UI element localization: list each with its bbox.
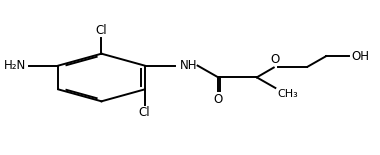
Text: H₂N: H₂N xyxy=(4,59,26,72)
Text: OH: OH xyxy=(352,50,370,63)
Text: O: O xyxy=(214,93,223,106)
Text: CH₃: CH₃ xyxy=(277,89,298,99)
Text: Cl: Cl xyxy=(139,106,150,119)
Text: NH: NH xyxy=(180,59,198,72)
Text: O: O xyxy=(271,53,280,66)
Text: Cl: Cl xyxy=(96,24,107,37)
